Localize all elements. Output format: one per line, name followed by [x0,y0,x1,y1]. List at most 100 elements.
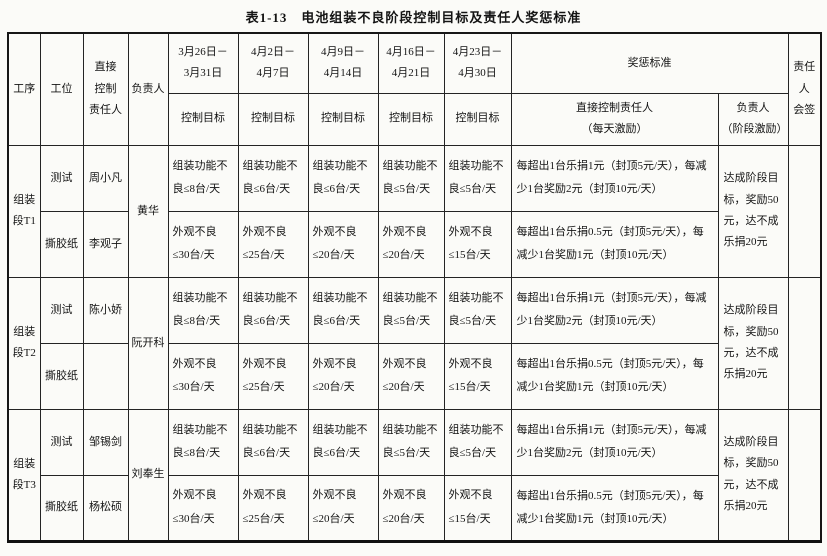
target-cell: 组装功能不良≤8台/天 [167,276,239,344]
target-cell: 组装功能不良≤8台/天 [167,408,239,476]
header-control-target-5: 控制目标 [443,92,512,146]
stage-reward-cell: 达成阶段目标，奖励50元，达不成乐捐20元 [717,408,789,542]
table-row: 撕胶纸 李观子 外观不良≤30台/天 外观不良≤25台/天 外观不良≤20台/天… [8,210,821,278]
target-cell: 组装功能不良≤5台/天 [443,276,512,344]
stage-incentive-line: （阶段激励） [721,123,788,135]
table-row: 撕胶纸 外观不良≤30台/天 外观不良≤25台/天 外观不良≤20台/天 外观不… [8,342,821,410]
period-line: 4月14日 [323,67,363,80]
station-cell: 测试 [39,408,84,476]
manager-cell: 黄华 [127,144,169,278]
countersign-cell [787,276,822,410]
period-line: 4月9日－ [321,45,365,58]
daily-reward-cell: 每超出1台乐捐1元（封顶5元/天），每减少1台奖励2元（封顶10元/天） [510,144,719,212]
stage-line: 组装 [13,326,36,339]
target-cell: 外观不良≤20台/天 [377,342,445,410]
header-reward-standard: 奖惩标准 [510,32,789,94]
header-direct-controller: 直接 控制 责任人 [82,32,129,146]
person-cell: 周小凡 [82,144,129,212]
table-row: 撕胶纸 杨松硕 外观不良≤30台/天 外观不良≤25台/天 外观不良≤20台/天… [8,474,821,542]
header-direct-controller-line: 直接 [94,61,117,74]
target-cell: 组装功能不良≤6台/天 [307,144,379,212]
header-direct-controller-line: 控制 [94,82,117,95]
control-table: 工序 工位 直接 控制 责任人 负责人 3月26日－ 3月31日 4月2日－ 4… [7,32,822,543]
page-title: 表1-13 电池组装不良阶段控制目标及责任人奖惩标准 [245,10,582,25]
target-cell: 组装功能不良≤5台/天 [377,408,445,476]
station-cell: 撕胶纸 [39,474,84,542]
target-cell: 外观不良≤25台/天 [237,210,309,278]
table-row: 组装 段T3 测试 邹锡剑 刘奉生 组装功能不良≤8台/天 组装功能不良≤6台/… [7,408,822,542]
header-row-2: 控制目标 控制目标 控制目标 控制目标 控制目标 直接控制责任人 （每天激励） … [8,92,821,146]
stage-line: 段T2 [12,347,36,359]
person-cell [82,342,129,410]
header-manager: 负责人 [127,32,169,146]
target-cell: 外观不良≤15台/天 [443,474,512,542]
header-control-target-1: 控制目标 [167,92,239,146]
daily-reward-cell: 每超出1台乐捐0.5元（封顶5元/天），每减少1台奖励1元（封顶10元/天） [510,474,719,542]
header-control-target-3: 控制目标 [307,92,379,146]
target-cell: 组装功能不良≤6台/天 [237,408,309,476]
header-period-1: 3月26日－ 3月31日 [167,32,239,94]
target-cell: 组装功能不良≤5台/天 [443,408,512,476]
header-row-1: 工序 工位 直接 控制 责任人 负责人 3月26日－ 3月31日 4月2日－ 4… [7,32,822,146]
target-cell: 外观不良≤25台/天 [237,474,309,542]
period-line: 4月23日－ [452,45,503,58]
header-period-5: 4月23日－ 4月30日 [443,32,512,94]
target-cell: 外观不良≤20台/天 [377,210,445,278]
target-cell: 外观不良≤15台/天 [443,210,512,278]
period-line: 3月31日 [183,67,223,80]
target-cell: 外观不良≤20台/天 [307,474,379,542]
target-cell: 组装功能不良≤6台/天 [237,276,309,344]
period-line: 4月7日 [256,67,290,80]
person-cell: 陈小娇 [82,276,129,344]
daily-reward-cell: 每超出1台乐捐0.5元（封顶5元/天），每减少1台奖励1元（封顶10元/天） [510,210,719,278]
header-process: 工序 [7,32,41,146]
station-cell: 测试 [39,144,84,212]
stage-line: 组装 [13,194,36,207]
header-control-target-4: 控制目标 [377,92,445,146]
daily-incentive-line: （每天激励） [581,123,648,135]
period-line: 4月2日－ [251,45,295,58]
daily-reward-cell: 每超出1台乐捐0.5元（封顶5元/天），每减少1台奖励1元（封顶10元/天） [510,342,719,410]
header-period-3: 4月9日－ 4月14日 [307,32,379,94]
target-cell: 外观不良≤30台/天 [167,474,239,542]
header-direct-controller-line: 责任人 [89,103,122,116]
target-cell: 组装功能不良≤6台/天 [237,144,309,212]
table-row: 组装 段T1 测试 周小凡 黄华 组装功能不良≤8台/天 组装功能不良≤6台/天… [7,144,822,278]
stage-reward-cell: 达成阶段目标，奖励50元，达不成乐捐20元 [717,276,789,410]
stage-cell-t2: 组装 段T2 [7,276,41,410]
stage-cell-t1: 组装 段T1 [7,144,41,278]
target-cell: 外观不良≤15台/天 [443,342,512,410]
header-period-4: 4月16日－ 4月21日 [377,32,445,94]
period-line: 4月16日－ [386,45,436,58]
person-cell: 李观子 [82,210,129,278]
station-cell: 撕胶纸 [39,342,84,410]
target-cell: 组装功能不良≤6台/天 [307,276,379,344]
stage-line: 段T3 [12,478,36,491]
header-countersign: 责任人 会签 [787,32,822,146]
table-row: 组装 段T2 测试 陈小娇 阮开科 组装功能不良≤8台/天 组装功能不良≤6台/… [7,276,822,410]
target-cell: 外观不良≤30台/天 [167,342,239,410]
target-cell: 组装功能不良≤5台/天 [443,144,512,212]
target-cell: 外观不良≤20台/天 [377,474,445,542]
target-cell: 外观不良≤20台/天 [307,342,379,410]
stage-line: 段T1 [12,215,36,227]
period-line: 3月26日－ [178,45,228,58]
countersign-cell [787,144,822,278]
manager-cell: 刘奉生 [127,408,169,542]
daily-reward-cell: 每超出1台乐捐1元（封顶5元/天），每减少1台奖励2元（封顶10元/天） [510,276,719,344]
header-control-target-2: 控制目标 [237,92,309,146]
target-cell: 组装功能不良≤8台/天 [167,144,239,212]
target-cell: 外观不良≤30台/天 [167,210,239,278]
station-cell: 测试 [39,276,84,344]
stage-cell-t3: 组装 段T3 [7,408,41,542]
manager-cell: 阮开科 [127,276,169,410]
station-cell: 撕胶纸 [39,210,84,278]
countersign-line: 会签 [793,103,816,116]
countersign-cell [787,408,822,542]
stage-reward-cell: 达成阶段目标，奖励50元，达不成乐捐20元 [717,144,789,278]
stage-line: 组装 [13,457,36,470]
target-cell: 组装功能不良≤6台/天 [307,408,379,476]
period-line: 4月21日 [391,67,431,80]
person-cell: 邹锡剑 [82,408,129,476]
header-stage-incentive: 负责人 （阶段激励） [717,92,789,146]
